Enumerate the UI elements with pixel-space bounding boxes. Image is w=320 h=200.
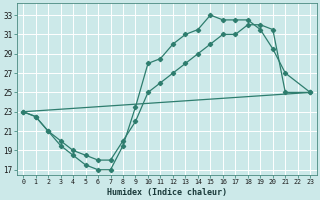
X-axis label: Humidex (Indice chaleur): Humidex (Indice chaleur) [107, 188, 227, 197]
